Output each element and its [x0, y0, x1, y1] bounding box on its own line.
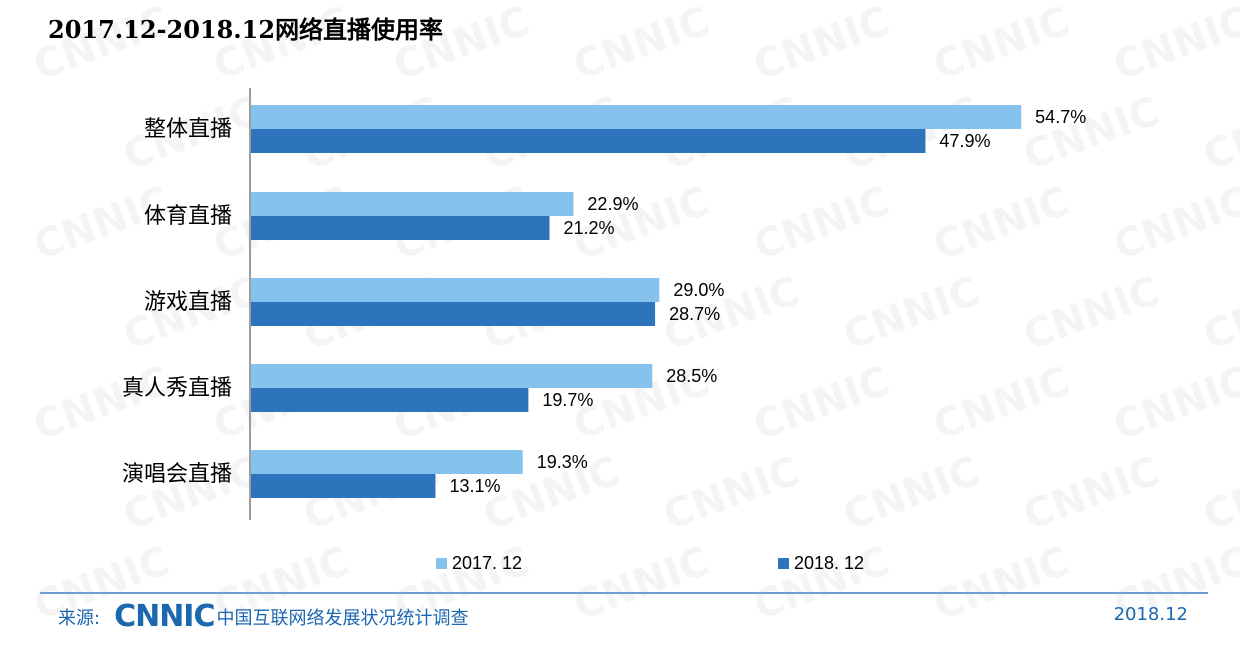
- chart-title: 2017.12-2018.12网络直播使用率: [48, 15, 444, 44]
- bar-2017-2: [251, 278, 660, 302]
- category-label-3: 真人秀直播: [122, 376, 232, 401]
- bar-2017-3: [251, 364, 653, 388]
- bar-2017-4: [251, 450, 523, 474]
- legend-swatch-2017: [436, 558, 447, 569]
- cnnic-logo: CNNIC: [114, 599, 215, 634]
- category-label-1: 体育直播: [144, 204, 232, 229]
- bar-2018-1: [251, 216, 550, 240]
- source-label: 来源:: [58, 608, 101, 629]
- bar-2018-4: [251, 474, 436, 498]
- category-label-0: 整体直播: [144, 117, 232, 142]
- data-label-2017-3: 28.5%: [666, 366, 717, 386]
- data-label-2017-0: 54.7%: [1035, 107, 1086, 127]
- source-org: 中国互联网络发展状况统计调查: [216, 608, 469, 629]
- data-label-2018-4: 13.1%: [449, 476, 500, 496]
- source-line: 来源: CNNIC 中国互联网络发展状况统计调查: [58, 602, 469, 632]
- bar-2017-1: [251, 192, 574, 216]
- legend-label-2018: 2018. 12: [794, 553, 864, 573]
- data-label-2018-1: 21.2%: [563, 218, 614, 238]
- data-label-2017-1: 22.9%: [587, 194, 638, 214]
- legend-swatch-2018: [778, 558, 789, 569]
- category-label-4: 演唱会直播: [122, 462, 232, 487]
- bar-2018-0: [251, 129, 926, 153]
- footer-date: 2018.12: [1113, 604, 1188, 625]
- data-label-2017-4: 19.3%: [537, 452, 588, 472]
- bar-2018-2: [251, 302, 656, 326]
- bar-2017-0: [251, 105, 1022, 129]
- legend-label-2017: 2017. 12: [452, 553, 522, 573]
- data-label-2018-3: 19.7%: [542, 390, 593, 410]
- data-label-2018-2: 28.7%: [669, 304, 720, 324]
- category-label-2: 游戏直播: [144, 290, 232, 315]
- footer-divider: [40, 592, 1208, 594]
- bar-2018-3: [251, 388, 529, 412]
- data-label-2018-0: 47.9%: [939, 131, 990, 151]
- data-label-2017-2: 29.0%: [673, 280, 724, 300]
